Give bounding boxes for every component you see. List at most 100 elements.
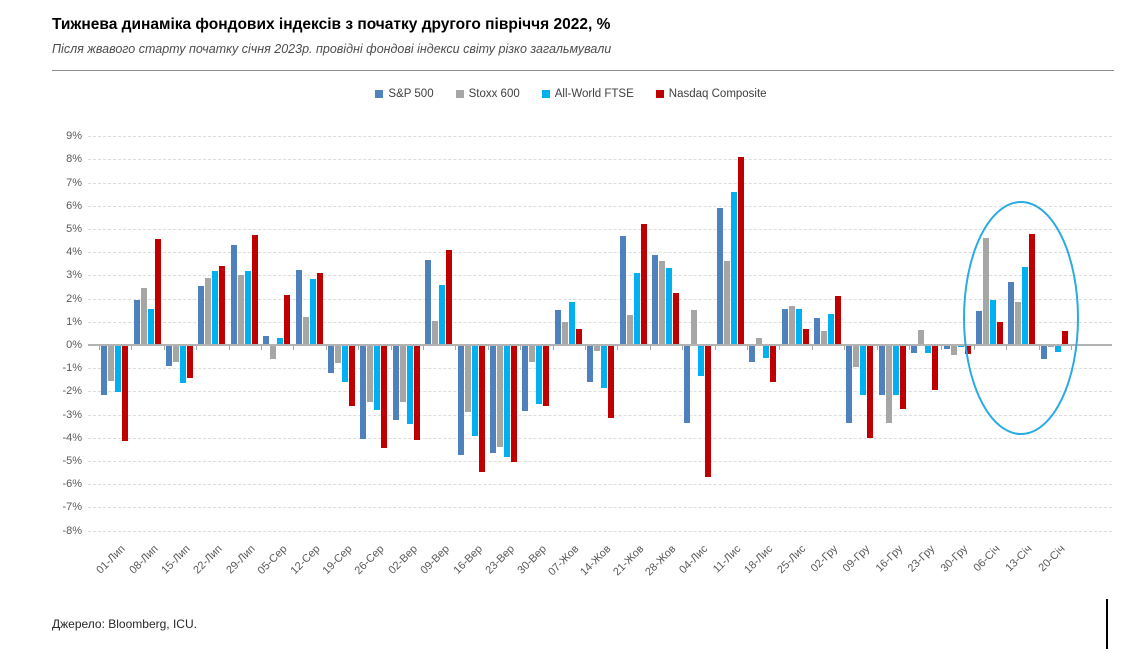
x-axis-tick bbox=[909, 346, 910, 350]
bar bbox=[666, 268, 672, 345]
bar bbox=[414, 346, 420, 440]
gridline bbox=[88, 229, 1112, 230]
bar bbox=[724, 261, 730, 345]
x-axis-tick bbox=[585, 346, 586, 350]
x-axis-tick bbox=[196, 346, 197, 350]
legend-label: Stoxx 600 bbox=[468, 88, 520, 100]
x-axis-tick-label: 16-Гру bbox=[873, 543, 906, 575]
x-axis-tick bbox=[1039, 346, 1040, 350]
bar bbox=[1062, 331, 1068, 345]
legend-item: Nasdaq Composite bbox=[655, 88, 767, 100]
bar bbox=[252, 235, 258, 345]
bar bbox=[867, 346, 873, 438]
bar bbox=[951, 346, 957, 355]
bar bbox=[141, 288, 147, 345]
gridline bbox=[88, 159, 1112, 160]
x-axis-tick bbox=[941, 346, 942, 350]
x-axis-tick-label: 15-Лип bbox=[159, 543, 193, 577]
x-axis-tick-label: 12-Сер bbox=[288, 543, 323, 577]
bar bbox=[789, 306, 795, 345]
bar bbox=[166, 346, 172, 366]
gridline bbox=[88, 299, 1112, 300]
bar bbox=[180, 346, 186, 383]
x-axis-tick-label: 16-Вер bbox=[450, 543, 485, 577]
y-axis-tick-label: -6% bbox=[62, 478, 82, 490]
bar bbox=[284, 295, 290, 345]
bar bbox=[536, 346, 542, 404]
x-axis-tick bbox=[358, 346, 359, 350]
x-axis-tick bbox=[974, 346, 975, 350]
bar bbox=[374, 346, 380, 410]
bar bbox=[490, 346, 496, 453]
bar bbox=[608, 346, 614, 418]
gridline bbox=[88, 484, 1112, 485]
bar bbox=[925, 346, 931, 353]
bar bbox=[731, 192, 737, 345]
bar bbox=[555, 310, 561, 345]
bar bbox=[349, 346, 355, 406]
bar bbox=[205, 278, 211, 345]
x-axis-tick-label: 25-Лис bbox=[775, 543, 809, 577]
legend-item: All-World FTSE bbox=[541, 88, 634, 100]
bar bbox=[1055, 346, 1061, 352]
bar bbox=[911, 346, 917, 353]
bar bbox=[1029, 234, 1035, 345]
bar bbox=[134, 300, 140, 345]
x-axis-tick-label: 28-Жов bbox=[643, 543, 679, 579]
y-axis-tick-label: 2% bbox=[66, 293, 82, 305]
y-axis-tick-label: 5% bbox=[66, 223, 82, 235]
bar bbox=[529, 346, 535, 362]
y-axis-tick-label: 3% bbox=[66, 269, 82, 281]
x-axis-tick bbox=[617, 346, 618, 350]
x-axis-tick bbox=[520, 346, 521, 350]
x-axis-tick-label: 02-Вер bbox=[385, 543, 420, 577]
bar bbox=[317, 273, 323, 345]
bar bbox=[511, 346, 517, 462]
bar bbox=[860, 346, 866, 395]
bar bbox=[212, 271, 218, 345]
bar bbox=[310, 279, 316, 345]
gridline bbox=[88, 507, 1112, 508]
bar bbox=[976, 311, 982, 345]
bar bbox=[446, 250, 452, 345]
x-axis-tick-label: 19-Сер bbox=[320, 543, 355, 577]
y-axis-tick-label: 8% bbox=[66, 153, 82, 165]
bar bbox=[148, 309, 154, 345]
bar bbox=[944, 346, 950, 349]
bar bbox=[400, 346, 406, 402]
x-axis-tick-label: 21-Жов bbox=[611, 543, 647, 579]
x-axis-tick bbox=[812, 346, 813, 350]
y-axis-tick-label: -8% bbox=[62, 525, 82, 537]
gridline bbox=[88, 183, 1112, 184]
bar bbox=[219, 266, 225, 345]
bar bbox=[101, 346, 107, 395]
bar bbox=[828, 314, 834, 345]
bar bbox=[115, 346, 121, 392]
bar bbox=[698, 346, 704, 376]
gridline bbox=[88, 136, 1112, 137]
legend-label: Nasdaq Composite bbox=[668, 88, 767, 100]
bar bbox=[738, 157, 744, 345]
y-axis-tick-label: -3% bbox=[62, 409, 82, 421]
x-axis-tick bbox=[682, 346, 683, 350]
x-axis-tick-label: 04-Лис bbox=[677, 543, 711, 577]
bar bbox=[749, 346, 755, 362]
bar bbox=[543, 346, 549, 406]
bar bbox=[360, 346, 366, 439]
gridline bbox=[88, 368, 1112, 369]
gridline bbox=[88, 415, 1112, 416]
x-axis-tick-label: 05-Сер bbox=[255, 543, 290, 577]
bar bbox=[796, 309, 802, 345]
x-axis-tick-label: 06-Січ bbox=[971, 543, 1003, 575]
bar bbox=[381, 346, 387, 448]
bar bbox=[303, 317, 309, 345]
header-divider bbox=[52, 70, 1114, 71]
bar bbox=[173, 346, 179, 362]
bar bbox=[705, 346, 711, 477]
bar bbox=[770, 346, 776, 382]
bar bbox=[472, 346, 478, 436]
gridline bbox=[88, 275, 1112, 276]
bar bbox=[673, 293, 679, 345]
bar bbox=[641, 224, 647, 345]
